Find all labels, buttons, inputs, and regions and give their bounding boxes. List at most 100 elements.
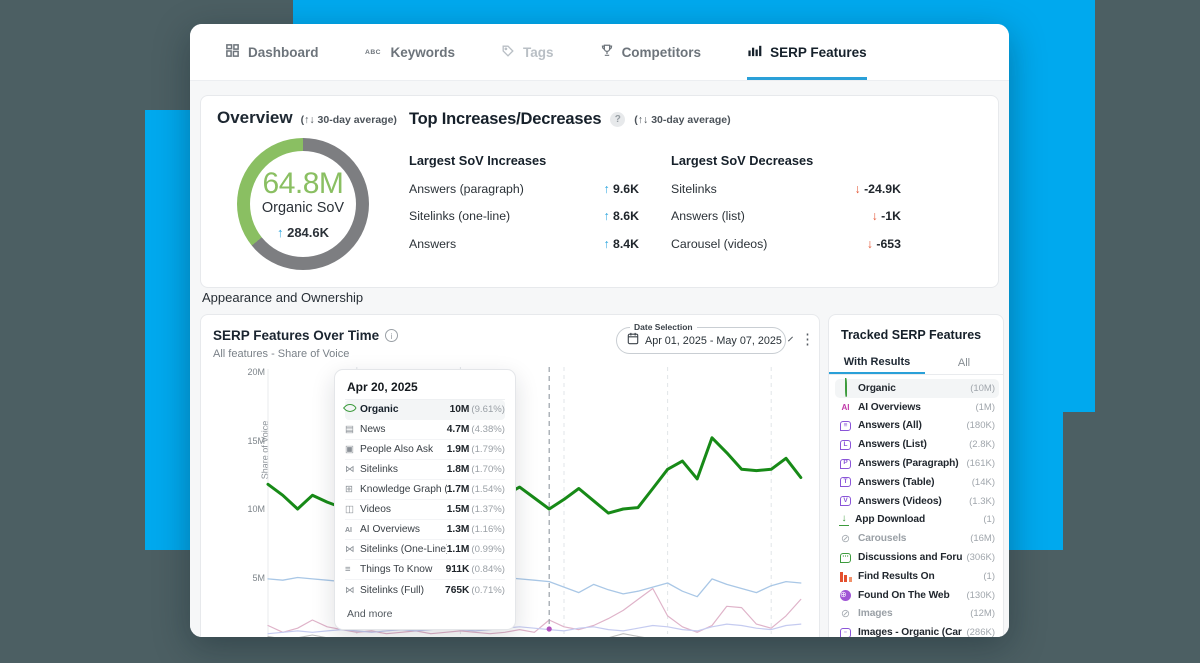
y-tick: 5M	[252, 573, 265, 583]
tag-icon	[501, 44, 515, 61]
tooltip-and-more: And more	[347, 608, 393, 620]
tracked-feature-row[interactable]: Answers (Table)(14K)	[835, 473, 999, 492]
tab-label: Dashboard	[248, 44, 319, 60]
tab-dashboard[interactable]: Dashboard	[225, 24, 319, 80]
tracked-feature-row[interactable]: Answers (Videos)(1.3K)	[835, 492, 999, 511]
decrease-row: Sitelinks ↓ -24.9K	[671, 181, 901, 196]
people-also-ask-icon	[345, 444, 360, 455]
overview-title: Overview	[217, 108, 293, 127]
tracked-feature-row[interactable]: Organic (10M)	[835, 379, 999, 398]
down-arrow-icon: ↓	[871, 209, 878, 223]
tab-serp-features[interactable]: SERP Features	[747, 24, 867, 80]
discussions-chat-icon	[840, 552, 851, 563]
decrease-row: Carousel (videos) ↓ -653	[671, 236, 901, 251]
up-arrow-icon: ↑	[603, 209, 610, 223]
tab-keywords[interactable]: ABC Keywords	[365, 24, 456, 80]
section-title-appearance: Appearance and Ownership	[202, 290, 364, 305]
tab-competitors[interactable]: Competitors	[600, 24, 702, 80]
organic-sov-label: Organic SoV	[261, 200, 345, 217]
things-to-know-icon	[345, 564, 360, 575]
tracked-feature-row[interactable]: Images - Organic (Caro...(286K)	[835, 623, 999, 637]
down-arrow-icon: ↓	[866, 236, 873, 251]
organic-sov-value: 64.8M	[262, 166, 344, 200]
ai-overviews-icon	[345, 524, 360, 535]
y-tick: 10M	[247, 504, 265, 514]
up-arrow-icon: ↑	[276, 225, 284, 241]
date-range-selector[interactable]: Date Selection Apr 01, 2025 - May 07, 20…	[616, 322, 793, 354]
chart-subtitle: All features - Share of Voice	[213, 348, 350, 360]
images-organic-icon	[840, 627, 851, 637]
tracked-feature-row[interactable]: App Download(1)	[835, 511, 999, 530]
y-tick: 15M	[247, 436, 265, 446]
y-tick: 20M	[247, 367, 265, 377]
sitelinks-full-icon	[345, 585, 360, 596]
abc-keywords-icon: ABC	[365, 45, 383, 60]
tab-label: Competitors	[621, 44, 702, 60]
increase-row: Answers ↑ 8.4K	[409, 236, 639, 251]
tracked-feature-list: Organic(10M) AI Overviews(1M) Answers (A…	[835, 379, 999, 637]
globe-icon	[840, 589, 851, 601]
tracked-feature-row[interactable]: AI Overviews(1M)	[835, 398, 999, 417]
organic-sov-donut: 64.8M Organic SoV ↑ 284.6K	[237, 138, 369, 270]
sov-increases-column: Largest SoV Increases Answers (paragraph…	[409, 153, 639, 251]
top-changes-title: Top Increases/Decreases	[409, 110, 602, 128]
top-changes-section: Top Increases/Decreases ? (↑↓ 30-day ave…	[409, 110, 985, 251]
date-range-value: Apr 01, 2025 - May 07, 2025	[645, 334, 782, 347]
tracked-feature-row[interactable]: Answers (All)(180K)	[835, 417, 999, 436]
up-arrow-icon: ↑	[603, 181, 610, 196]
app-window: Dashboard ABC Keywords Tags Competitors …	[190, 24, 1009, 637]
svg-text:ABC: ABC	[365, 49, 381, 56]
tracked-feature-row[interactable]: Answers (List)(2.8K)	[835, 435, 999, 454]
decreases-header: Largest SoV Decreases	[671, 153, 814, 168]
tooltip-date: Apr 20, 2025	[345, 378, 505, 400]
find-results-bars-icon	[839, 570, 852, 582]
bar-chart-icon	[747, 43, 762, 61]
up-arrow-icon: ↑	[603, 236, 610, 251]
overview-average-note: (↑↓ 30-day average)	[300, 114, 397, 126]
tracked-feature-row[interactable]: Answers (Paragraph)(161K)	[835, 454, 999, 473]
down-arrow-icon: ↓	[854, 181, 861, 196]
organic-leaf-icon	[345, 403, 360, 416]
chevron-down-icon	[787, 336, 793, 342]
answers-list-bubble-icon	[840, 439, 851, 450]
increases-header: Largest SoV Increases	[409, 153, 547, 168]
ai-overviews-icon	[839, 401, 852, 414]
top-changes-average-note: (↑↓ 30-day average)	[634, 113, 731, 126]
eye-off-icon	[839, 607, 852, 620]
increase-row: Answers (paragraph) ↑ 9.6K	[409, 181, 639, 196]
serp-over-time-card: SERP Features Over Time i All features -…	[200, 314, 820, 637]
tab-label: Tags	[523, 44, 554, 60]
tracked-feature-row[interactable]: Found On The Web(130K)	[835, 586, 999, 605]
answers-paragraph-bubble-icon	[840, 458, 851, 469]
overview-card: Overview (↑↓ 30-day average) 64.8M Organ…	[200, 95, 999, 288]
date-selection-label: Date Selection	[630, 322, 697, 332]
knowledge-graph-icon	[345, 484, 360, 495]
help-icon[interactable]: ?	[610, 112, 626, 127]
tracked-feature-row[interactable]: Find Results On (1)	[835, 567, 999, 586]
chart-title: SERP Features Over Time	[213, 328, 380, 343]
increase-row: Sitelinks (one-line) ↑ 8.6K	[409, 209, 639, 223]
download-icon	[839, 514, 849, 526]
info-icon[interactable]: i	[385, 329, 399, 342]
tracked-feature-row[interactable]: Discussions and Forums(306K)	[835, 548, 999, 567]
donut-hole	[250, 151, 356, 257]
tab-all[interactable]: All	[957, 356, 971, 369]
dashboard-grid-icon	[225, 43, 240, 61]
tab-tags[interactable]: Tags	[501, 24, 554, 80]
sitelinks-icon	[345, 464, 360, 475]
tracked-feature-row[interactable]: Carousels(16M)	[835, 529, 999, 548]
tab-with-results[interactable]: With Results	[829, 351, 925, 374]
tab-label: Keywords	[390, 44, 456, 60]
tracked-feature-row[interactable]: Images(12M)	[835, 605, 999, 624]
tracked-serp-features-card: Tracked SERP Features With Results All O…	[828, 314, 1004, 637]
kebab-menu-icon[interactable]	[800, 332, 815, 347]
panel-body: Overview (↑↓ 30-day average) 64.8M Organ…	[190, 81, 1009, 637]
eye-off-icon	[839, 532, 852, 545]
news-icon	[345, 424, 360, 435]
tracked-tabs: With Results All	[829, 351, 1003, 375]
